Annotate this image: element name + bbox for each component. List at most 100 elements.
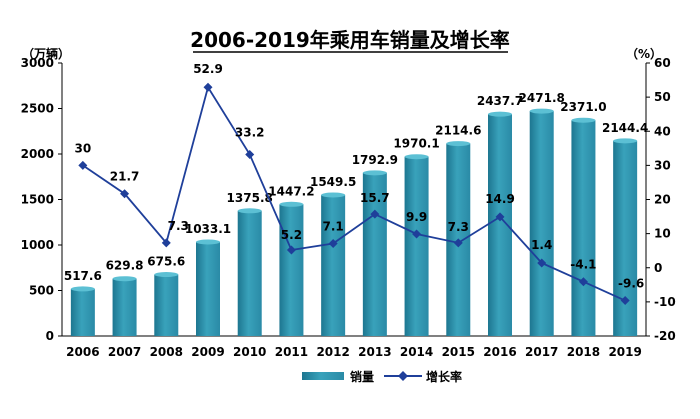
- legend: 销量 增长率: [302, 369, 462, 384]
- growth-point: [370, 209, 380, 219]
- bar-value-label: 1549.5: [310, 175, 356, 189]
- left-tick-label: 2500: [21, 102, 54, 116]
- left-tick-label: 1000: [21, 238, 54, 252]
- bar-value-label: 2437.7: [477, 94, 523, 108]
- growth-value-label: 7.1: [323, 220, 344, 234]
- legend-bar-swatch: [302, 372, 344, 380]
- x-tick-label: 2011: [275, 345, 308, 359]
- bar-top: [279, 201, 304, 207]
- growth-point: [120, 189, 130, 199]
- bar-value-label: 517.6: [64, 269, 102, 283]
- axes: 0 500 1000 1500 2000 2500 3000 -20 -10 0 10 20 30 40 5…: [21, 56, 676, 359]
- x-tick-label: 2012: [316, 345, 349, 359]
- bar-value-label: 2144.4: [602, 121, 648, 135]
- left-tick-label: 1500: [21, 193, 54, 207]
- x-tick-label: 2013: [358, 345, 391, 359]
- bar-value-label: 629.8: [106, 259, 144, 273]
- bar-top: [362, 170, 387, 176]
- right-tick-label: 40: [654, 124, 671, 138]
- growth-value-label: 5.2: [281, 228, 302, 242]
- growth-point: [161, 238, 171, 248]
- x-tick-label: 2008: [150, 345, 183, 359]
- bar-top: [446, 141, 471, 147]
- bar-top: [488, 111, 512, 117]
- growth-point: [412, 229, 422, 239]
- left-tick-label: 3000: [21, 56, 54, 70]
- growth-value-label: -4.1: [570, 258, 596, 272]
- bar: [321, 194, 346, 336]
- growth-point: [620, 296, 630, 306]
- growth-point: [537, 258, 547, 268]
- growth-value-label: 30: [75, 141, 92, 155]
- bar-value-label: 1970.1: [393, 137, 439, 151]
- bar-top: [529, 108, 554, 114]
- growth-polyline: [82, 84, 626, 302]
- right-tick-label: 50: [654, 90, 671, 104]
- growth-value-label: 21.7: [110, 170, 140, 184]
- bar: [404, 156, 429, 336]
- bar: [70, 288, 95, 336]
- growth-point: [328, 239, 338, 249]
- bar-top: [613, 138, 638, 144]
- right-tick-label: 60: [654, 56, 671, 70]
- bar-value-label: 2371.0: [560, 100, 606, 114]
- bar-value-label: 1375.8: [227, 191, 273, 205]
- bar: [112, 278, 137, 336]
- right-tick-label: 10: [654, 227, 671, 241]
- growth-point: [578, 277, 588, 287]
- bar-top: [321, 192, 346, 198]
- left-tick-label: 500: [29, 284, 54, 298]
- line-labels: 30 21.7 7.3 52.9 33.2 5.2 7.1 15.7 9.9 7.3 14.9 1.4…: [75, 62, 645, 290]
- bar-top: [154, 272, 179, 278]
- right-tick-label: 0: [654, 261, 662, 275]
- right-axis-unit: （%）: [626, 46, 662, 61]
- bar: [362, 172, 387, 336]
- x-tick-label: 2014: [400, 345, 433, 359]
- x-tick-label: 2018: [567, 345, 600, 359]
- growth-point: [286, 245, 296, 255]
- growth-point: [495, 212, 505, 222]
- right-tick-label: 20: [654, 193, 671, 207]
- x-tick-label: 2015: [442, 345, 475, 359]
- growth-value-label: 14.9: [485, 192, 515, 206]
- growth-value-label: 33.2: [235, 125, 265, 139]
- growth-line: [78, 82, 630, 306]
- growth-value-label: 9.9: [406, 210, 427, 224]
- bar-value-label: 1792.9: [352, 153, 398, 167]
- bar-top: [237, 208, 262, 214]
- growth-value-label: 15.7: [360, 191, 390, 205]
- bar: [571, 120, 596, 336]
- left-axis-unit: （万辆）: [22, 46, 70, 61]
- legend-bar-label: 销量: [350, 369, 374, 384]
- legend-line-label: 增长率: [426, 369, 462, 384]
- bar-value-label: 675.6: [147, 255, 185, 269]
- x-tick-label: 2007: [108, 345, 141, 359]
- bar: [154, 274, 179, 336]
- right-tick-label: -10: [654, 295, 676, 309]
- bar: [279, 204, 304, 336]
- left-tick-label: 2000: [21, 147, 54, 161]
- bar: [196, 241, 220, 336]
- x-tick-label: 2006: [66, 345, 99, 359]
- bar-top: [70, 286, 95, 292]
- x-tick-label: 2016: [483, 345, 516, 359]
- bar-top: [571, 117, 596, 123]
- bar-top: [404, 154, 429, 160]
- growth-value-label: -9.6: [618, 277, 644, 291]
- right-tick-label: 30: [654, 158, 671, 172]
- growth-value-label: 52.9: [193, 62, 223, 76]
- growth-value-label: 1.4: [531, 238, 552, 252]
- growth-point: [78, 160, 88, 170]
- left-tick-label: 0: [46, 329, 54, 343]
- bar: [529, 111, 554, 337]
- bar-value-label: 1033.1: [185, 222, 231, 236]
- bar-top: [112, 276, 137, 282]
- x-tick-label: 2017: [525, 345, 558, 359]
- right-tick-label: -20: [654, 329, 676, 343]
- x-tick-label: 2009: [191, 345, 224, 359]
- growth-value-label: 7.3: [448, 220, 469, 234]
- bar-top: [196, 239, 220, 245]
- growth-point: [453, 238, 463, 248]
